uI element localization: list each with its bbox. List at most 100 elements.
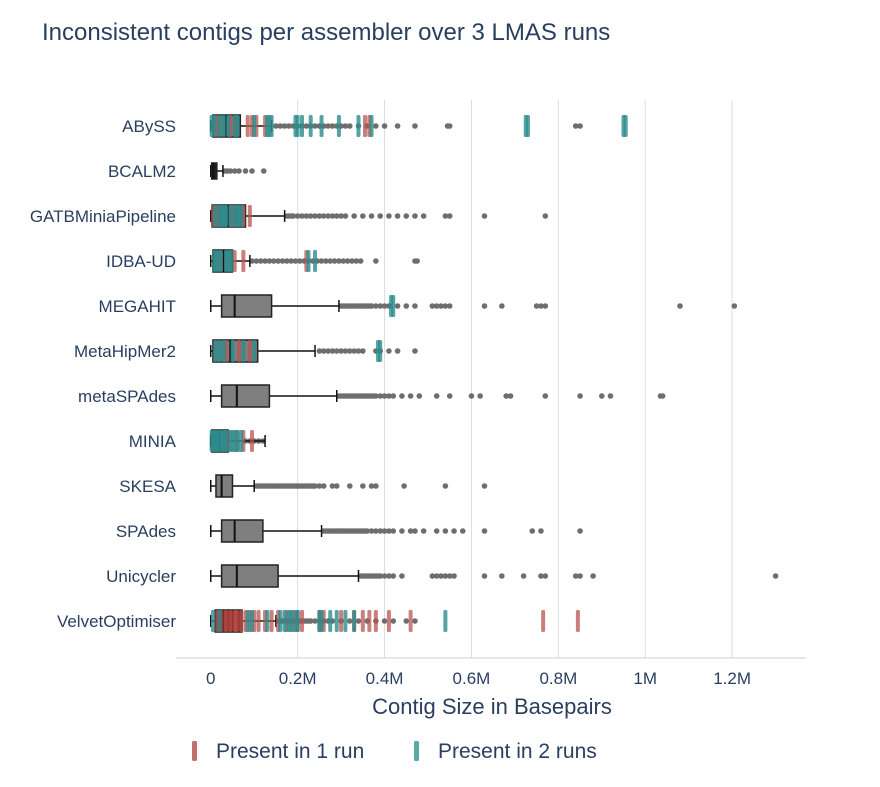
outlier-point xyxy=(542,303,549,309)
run2-marker xyxy=(308,115,313,137)
y-tick-label: metaSPAdes xyxy=(78,387,176,406)
outlier-point xyxy=(327,258,334,264)
run2-marker xyxy=(221,340,226,362)
outlier-point xyxy=(407,393,414,399)
run1-marker xyxy=(360,610,365,632)
outlier-point xyxy=(342,123,349,129)
outlier-point xyxy=(381,123,388,129)
run2-marker xyxy=(378,340,383,362)
run1-marker xyxy=(541,610,546,632)
run2-marker xyxy=(226,115,231,137)
outlier-point xyxy=(598,393,605,399)
outlier-point xyxy=(288,258,294,264)
run2-marker xyxy=(232,430,237,452)
x-axis-ticks: 0 0.2M 0.4M 0.6M 0.8M 1M 1.2M xyxy=(206,669,751,688)
run1-marker xyxy=(247,205,252,227)
outlier-point xyxy=(373,528,379,534)
outlier-point xyxy=(577,393,583,399)
assembler-row-skesa xyxy=(210,474,488,498)
outlier-point xyxy=(364,528,370,534)
outlier-point xyxy=(394,213,401,219)
x-tick-label: 1.2M xyxy=(713,669,751,688)
outlier-point xyxy=(249,168,255,174)
outlier-point xyxy=(266,258,273,264)
assembler-row-megahit xyxy=(210,294,738,318)
run2-marker xyxy=(230,340,235,362)
outlier-point xyxy=(403,213,410,219)
outlier-point xyxy=(368,528,375,534)
outlier-point xyxy=(336,258,342,264)
outlier-point xyxy=(433,393,440,399)
outlier-point xyxy=(386,213,392,219)
outlier-point xyxy=(572,123,579,129)
outlier-point xyxy=(316,213,323,219)
outlier-point xyxy=(344,258,351,264)
run2-marker xyxy=(391,295,396,317)
outlier-point xyxy=(677,303,683,309)
outlier-point xyxy=(390,393,397,399)
outlier-point xyxy=(297,258,303,264)
outlier-point xyxy=(542,573,549,579)
run1-marker xyxy=(237,340,241,362)
outlier-point xyxy=(346,348,353,354)
outlier-point xyxy=(360,483,366,489)
outlier-point xyxy=(403,618,410,624)
y-tick-label: ABySS xyxy=(122,117,176,136)
y-tick-label: BCALM2 xyxy=(108,162,176,181)
run1-marker xyxy=(363,115,367,137)
outlier-point xyxy=(399,573,405,579)
outlier-point xyxy=(275,258,281,264)
outlier-point xyxy=(273,123,279,129)
run2-marker xyxy=(252,340,257,362)
outlier-point xyxy=(442,528,449,534)
outlier-point xyxy=(403,303,410,309)
outlier-point xyxy=(386,573,392,579)
outlier-point xyxy=(477,393,483,399)
outlier-point xyxy=(377,528,384,534)
outlier-point xyxy=(373,123,379,129)
x-tick-label: 1M xyxy=(633,669,657,688)
run1-marker xyxy=(575,610,580,632)
outlier-point xyxy=(399,528,405,534)
outlier-point xyxy=(381,528,388,534)
outlier-point xyxy=(446,573,453,579)
x-tick-label: 0.6M xyxy=(453,669,491,688)
y-tick-label: Unicycler xyxy=(106,567,176,586)
y-axis-labels: ABySS BCALM2 GATBMiniaPipeline IDBA-UD MEGAH… xyxy=(30,117,177,631)
outlier-point xyxy=(577,123,583,129)
outlier-point xyxy=(442,213,449,219)
run1-marker xyxy=(269,610,274,632)
outlier-point xyxy=(283,258,290,264)
run2-marker xyxy=(336,115,341,137)
outlier-point xyxy=(520,573,527,579)
outlier-point xyxy=(381,573,388,579)
box xyxy=(220,384,271,408)
run2-marker xyxy=(223,250,228,272)
outlier-point xyxy=(481,528,488,534)
outlier-point xyxy=(442,573,449,579)
outlier-point xyxy=(772,573,779,579)
run2-marker xyxy=(295,610,300,632)
outlier-point xyxy=(590,573,596,579)
outlier-point xyxy=(386,348,392,354)
legend-swatch xyxy=(414,741,419,761)
run2-marker xyxy=(525,115,530,137)
outlier-point xyxy=(253,258,260,264)
run2-marker xyxy=(300,115,304,137)
run2-marker xyxy=(295,115,300,137)
outlier-point xyxy=(572,573,579,579)
outlier-point xyxy=(333,348,340,354)
outlier-point xyxy=(316,483,323,489)
assembler-row-gatbminiapipeline xyxy=(210,204,549,228)
outlier-point xyxy=(468,393,475,399)
run1-marker xyxy=(234,610,239,632)
outlier-point xyxy=(451,528,457,534)
outlier-point xyxy=(377,573,384,579)
run1-marker xyxy=(339,610,344,632)
outlier-point xyxy=(351,213,357,219)
outlier-point xyxy=(353,258,360,264)
outlier-point xyxy=(459,528,466,534)
run2-marker xyxy=(213,205,218,227)
outlier-point xyxy=(377,393,384,399)
